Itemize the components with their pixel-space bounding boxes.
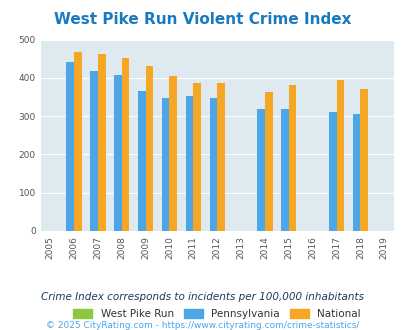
Text: © 2025 CityRating.com - https://www.cityrating.com/crime-statistics/: © 2025 CityRating.com - https://www.city… bbox=[46, 321, 359, 330]
Text: West Pike Run Violent Crime Index: West Pike Run Violent Crime Index bbox=[54, 12, 351, 26]
Bar bbox=[193, 83, 200, 231]
Bar bbox=[288, 85, 296, 231]
Bar bbox=[217, 83, 224, 231]
Bar bbox=[328, 112, 336, 231]
Bar bbox=[66, 62, 74, 231]
Bar bbox=[90, 71, 98, 231]
Bar bbox=[257, 109, 264, 231]
Bar bbox=[98, 54, 105, 231]
Bar bbox=[185, 96, 193, 231]
Bar bbox=[281, 109, 288, 231]
Bar bbox=[169, 76, 177, 231]
Bar bbox=[209, 98, 217, 231]
Bar bbox=[122, 58, 129, 231]
Bar bbox=[114, 75, 121, 231]
Bar bbox=[360, 89, 367, 231]
Bar bbox=[162, 98, 169, 231]
Bar bbox=[74, 52, 81, 231]
Bar bbox=[145, 66, 153, 231]
Bar bbox=[264, 92, 272, 231]
Bar bbox=[138, 91, 145, 231]
Legend: West Pike Run, Pennsylvania, National: West Pike Run, Pennsylvania, National bbox=[73, 309, 360, 319]
Text: Crime Index corresponds to incidents per 100,000 inhabitants: Crime Index corresponds to incidents per… bbox=[41, 292, 364, 302]
Bar bbox=[336, 80, 343, 231]
Bar bbox=[352, 114, 360, 231]
